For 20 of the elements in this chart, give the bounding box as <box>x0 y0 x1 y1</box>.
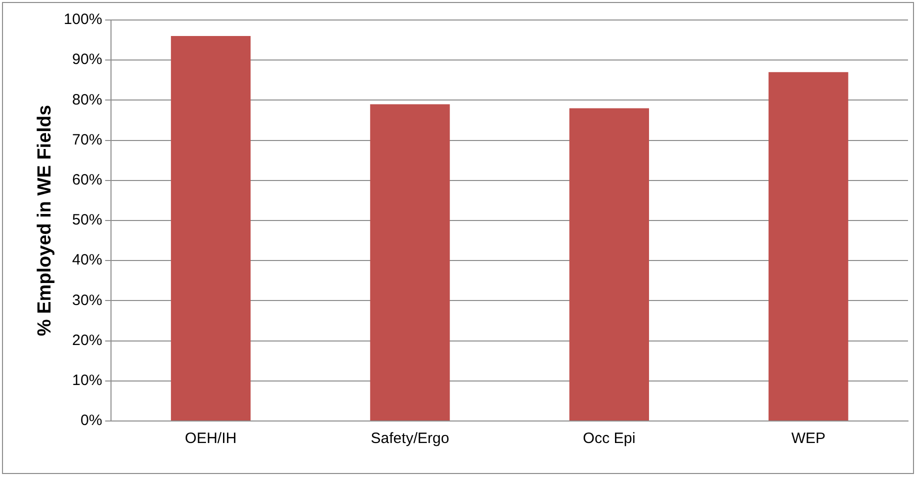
bar <box>768 72 848 420</box>
x-tick-label: OEH/IH <box>184 430 237 448</box>
y-tick-label: 100% <box>64 11 102 28</box>
x-tick-label: Safety/Ergo <box>370 430 450 448</box>
y-tick-label: 70% <box>72 131 102 148</box>
y-tick-label: 20% <box>72 332 102 349</box>
y-tick-label: 40% <box>72 252 102 269</box>
bar <box>569 108 650 420</box>
y-tick-label: 0% <box>80 412 102 430</box>
bar <box>170 36 251 420</box>
y-tick-label: 60% <box>72 172 102 189</box>
y-axis-title: % Employed in WE Fields <box>34 104 56 336</box>
bar <box>370 104 450 420</box>
y-tick-label: 30% <box>72 292 102 309</box>
y-tick-label: 80% <box>72 91 102 108</box>
x-tick-label: WEP <box>791 430 826 448</box>
y-tick-label: 50% <box>72 212 102 229</box>
x-tick-label: Occ Epi <box>582 430 636 448</box>
y-tick-label: 10% <box>72 372 102 390</box>
y-tick-label: 90% <box>72 51 102 68</box>
